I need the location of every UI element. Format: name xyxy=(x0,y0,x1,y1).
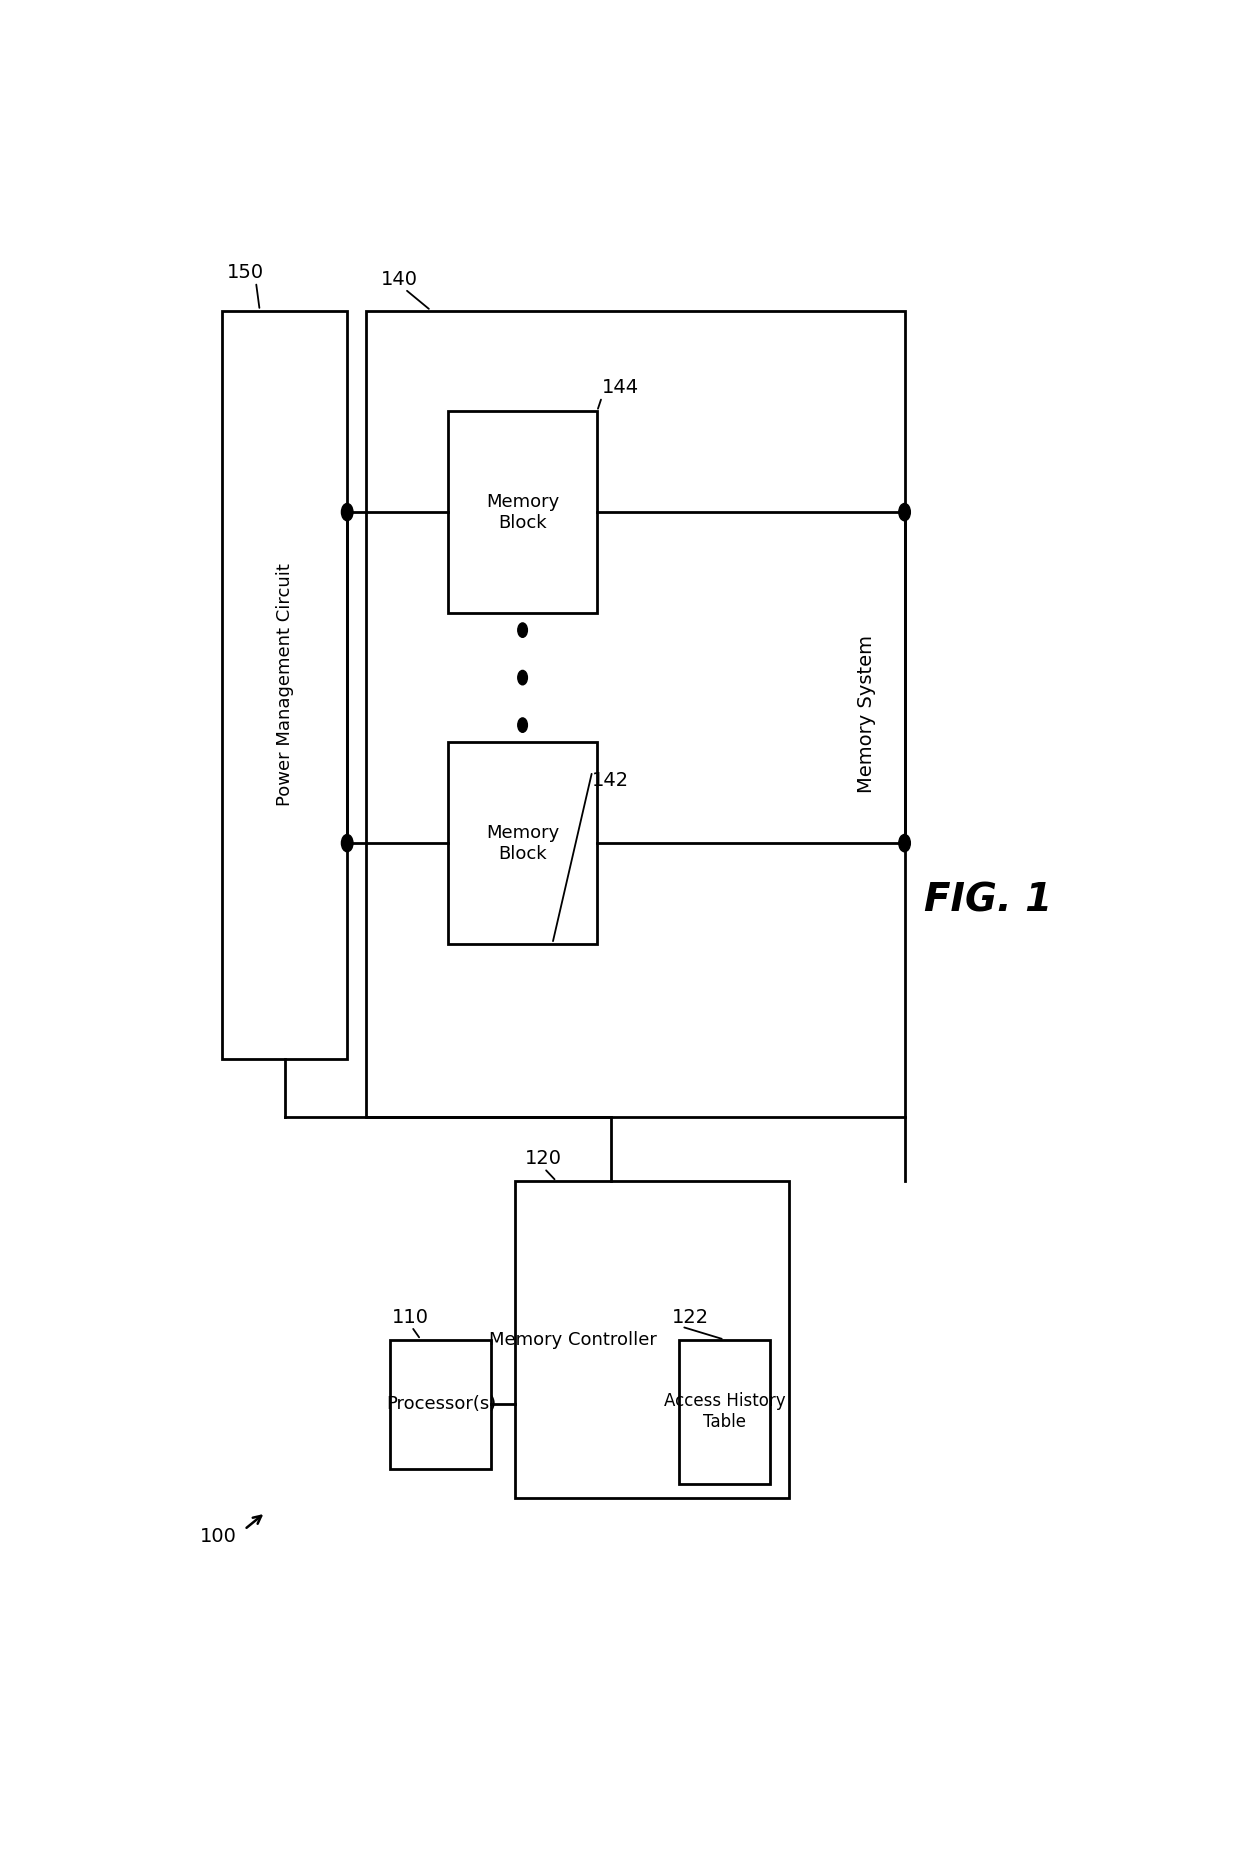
Text: 142: 142 xyxy=(593,772,630,791)
Circle shape xyxy=(518,718,527,733)
Text: 140: 140 xyxy=(381,269,418,290)
Circle shape xyxy=(341,503,353,521)
Circle shape xyxy=(899,834,910,852)
Circle shape xyxy=(899,503,910,521)
Bar xyxy=(678,1340,770,1484)
Text: Memory Controller: Memory Controller xyxy=(489,1331,657,1349)
Bar xyxy=(391,1340,491,1469)
Circle shape xyxy=(518,622,527,637)
Bar xyxy=(448,742,596,944)
Text: 100: 100 xyxy=(200,1527,237,1546)
Text: FIG. 1: FIG. 1 xyxy=(924,882,1052,920)
Text: Memory
Block: Memory Block xyxy=(486,824,559,862)
Text: Memory
Block: Memory Block xyxy=(486,493,559,531)
Bar xyxy=(516,1181,789,1497)
Text: 122: 122 xyxy=(672,1308,709,1327)
Text: Access History
Table: Access History Table xyxy=(663,1392,785,1432)
Bar xyxy=(448,411,596,613)
Text: Power Management Circuit: Power Management Circuit xyxy=(275,563,294,806)
Circle shape xyxy=(518,671,527,684)
Text: Memory System: Memory System xyxy=(857,635,875,792)
Text: 144: 144 xyxy=(601,378,639,396)
Text: 120: 120 xyxy=(525,1149,562,1168)
Text: 150: 150 xyxy=(227,264,264,282)
Bar xyxy=(367,310,905,1116)
Circle shape xyxy=(341,834,353,852)
Text: 110: 110 xyxy=(392,1308,429,1327)
Bar xyxy=(222,310,347,1060)
Text: Processor(s): Processor(s) xyxy=(386,1396,496,1413)
